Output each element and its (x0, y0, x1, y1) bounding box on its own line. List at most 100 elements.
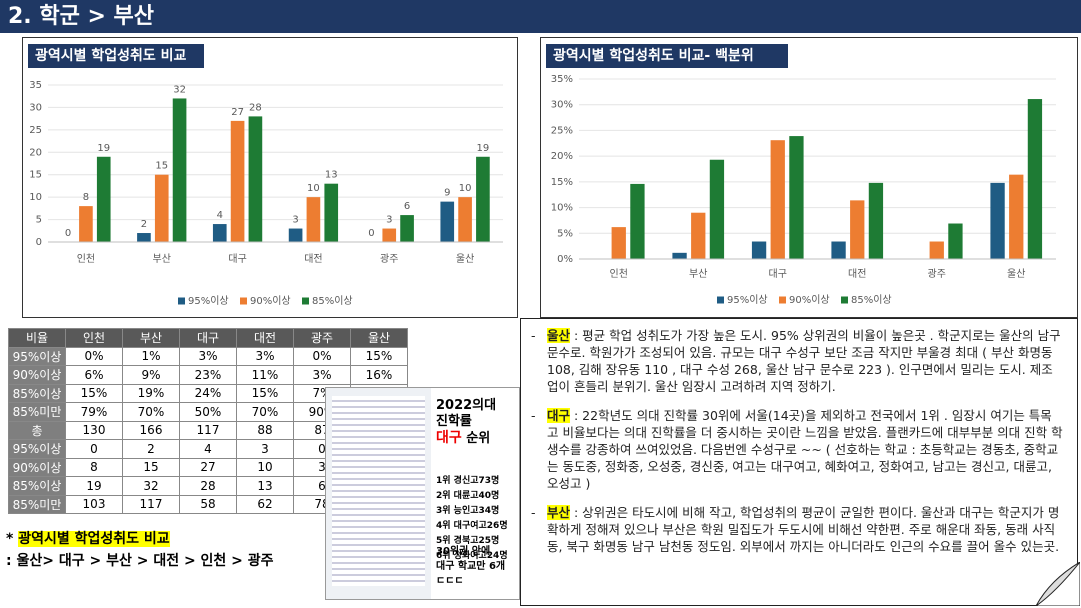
note-keyword: 부산 (547, 505, 571, 520)
y-tick-label: 30% (551, 100, 573, 111)
bar (831, 241, 846, 259)
title-line: 2022의대 (436, 398, 497, 413)
y-tick-label: 0 (36, 237, 42, 248)
x-tick-label: 대전 (304, 253, 322, 265)
table-cell: 0 (65, 439, 123, 459)
bar (751, 241, 767, 259)
data-label: 19 (477, 143, 490, 154)
table-cell: 32 (122, 476, 180, 496)
table-row-label: 90%이상 (8, 457, 66, 477)
y-tick-label: 15 (29, 170, 42, 181)
table-cell: 23% (179, 365, 237, 385)
bar (850, 200, 865, 259)
image-rows (332, 396, 425, 586)
x-tick-label: 부산 (689, 268, 707, 280)
data-label: 6 (404, 201, 410, 212)
legend-label: 95%이상 (188, 295, 229, 307)
bar (324, 183, 339, 242)
y-tick-label: 35% (551, 74, 573, 85)
page-curl (1036, 562, 1080, 606)
bar (400, 215, 414, 242)
legend-label: 95%이상 (727, 294, 768, 306)
bar (691, 212, 706, 259)
table-row-label: 90%이상 (8, 365, 66, 385)
table-cell: 19% (122, 383, 180, 403)
note-paragraph: 울산 : 평균 학업 성취도가 가장 높은 도시. 95% 상위권의 비율이 높… (531, 327, 1063, 395)
table-header-cell: 대전 (236, 328, 294, 348)
table-row-label: 총 (8, 420, 66, 440)
table-cell: 0% (65, 346, 123, 366)
table-cell: 15% (350, 346, 408, 366)
legend-swatch (178, 297, 185, 305)
table-cell: 8 (65, 457, 123, 477)
y-tick-label: 25% (551, 125, 573, 136)
legend-swatch (779, 296, 786, 304)
legend-label: 90%이상 (250, 295, 291, 307)
data-label: 27 (231, 107, 244, 118)
bar (288, 228, 303, 242)
table-cell: 13 (236, 476, 294, 496)
x-tick-label: 인천 (77, 253, 95, 265)
x-tick-label: 울산 (456, 253, 474, 265)
data-label: 10 (459, 183, 472, 194)
summary-text: : 울산> 대구 > 부산 > 대전 > 인천 > 광주 (6, 553, 274, 569)
chart: 광역시별 학업성취도 비교05101520253035인천0819부산21532… (22, 37, 518, 318)
legend-label: 90%이상 (789, 294, 830, 306)
data-label: 0 (65, 228, 71, 239)
bar (789, 136, 804, 259)
title-box (546, 44, 788, 68)
y-tick-label: 15% (551, 177, 573, 188)
table-header-cell: 인천 (65, 328, 123, 348)
footer-line: ㄷㄷㄷ (436, 576, 464, 587)
table-header-cell: 울산 (350, 328, 408, 348)
bar (458, 197, 472, 242)
y-tick-label: 5% (557, 228, 573, 239)
image-list (326, 388, 431, 599)
image-title: 2022의대 진학률 대구 순위 (436, 398, 496, 447)
bar (96, 156, 111, 242)
bar (137, 233, 151, 242)
y-tick-label: 10 (29, 192, 42, 203)
header-title: 2. 학군 > 부산 (0, 0, 1081, 33)
note-paragraph: 대구 : 22학년도 의대 진학률 30위에 서울(14곳)을 제외하고 전국에… (531, 407, 1063, 492)
table-cell: 4 (179, 439, 237, 459)
table-row-label: 85%미만 (8, 494, 66, 514)
table-cell: 0% (293, 346, 351, 366)
data-label: 19 (97, 143, 110, 154)
legend-swatch (240, 297, 247, 305)
chart: 광역시별 학업성취도 비교- 백분위 0% 5% 10% 15% 20% 25% 30% 35%… (540, 37, 1078, 318)
footer-line: 30위권 안에 (436, 546, 491, 557)
ranking-image: 2022의대 진학률 대구 순위 1위 경신고73명 2위 대륜고40명 3위 능인… (325, 387, 520, 600)
title-line: 대구 순위 (436, 430, 496, 447)
footer-line: 대구 학교만 6개 (436, 561, 506, 572)
y-tick-label: 20% (551, 151, 573, 162)
table-cell: 15% (65, 383, 123, 403)
table-cell: 3% (179, 346, 237, 366)
legend-swatch (717, 296, 724, 304)
legend-label: 85%이상 (851, 294, 892, 306)
table-row: 95%이상 0% 1% 3% 3% 0% 15% (8, 346, 408, 366)
note-paragraph: 부산 : 상위권은 타도시에 비해 작고, 학업성취의 평균이 균일한 편이다.… (531, 504, 1063, 555)
bar (630, 183, 645, 259)
bar (382, 228, 397, 242)
rank-item: 1위 경신고73명 (436, 476, 500, 486)
table-cell: 3% (293, 365, 351, 385)
note-keyword: 대구 (547, 408, 571, 423)
table-cell: 9% (122, 365, 180, 385)
y-tick-label: 5 (36, 215, 42, 226)
table-header-cell: 부산 (122, 328, 180, 348)
summary-title-line: * 광역시별 학업성취도 비교 (6, 531, 170, 547)
data-label: 3 (292, 215, 298, 226)
table-cell: 2 (122, 439, 180, 459)
title-end: 순위 (466, 431, 491, 446)
table-cell: 27 (179, 457, 237, 477)
rank-item: 4위 대구여고26명 (436, 521, 508, 531)
bar (770, 140, 785, 259)
legend-swatch (841, 296, 848, 304)
table-cell: 3% (236, 346, 294, 366)
data-label: 8 (83, 192, 89, 203)
title-box (28, 44, 204, 68)
bar (709, 159, 725, 259)
bar (306, 197, 321, 242)
table-cell: 117 (179, 420, 237, 440)
